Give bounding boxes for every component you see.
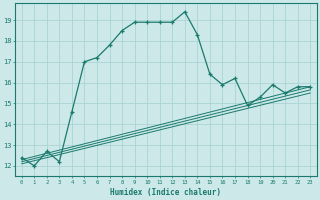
- X-axis label: Humidex (Indice chaleur): Humidex (Indice chaleur): [110, 188, 221, 197]
